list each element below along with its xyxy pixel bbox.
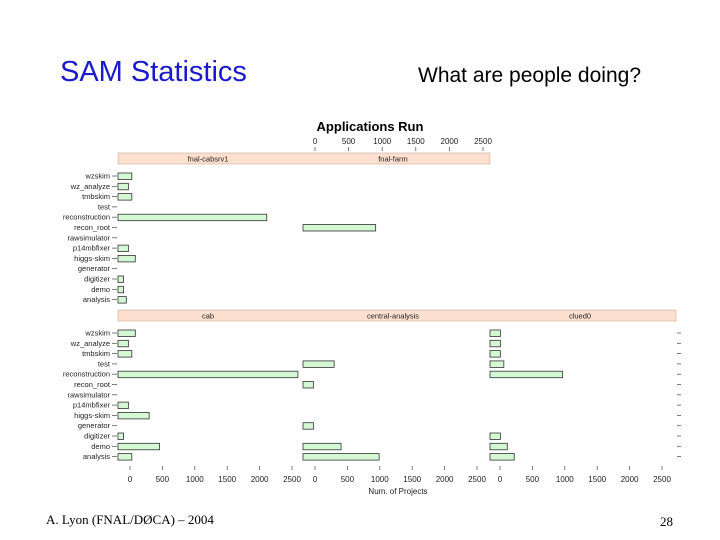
- category-label: analysis: [83, 295, 110, 304]
- x-tick-label: 0: [498, 475, 503, 484]
- x-tick-label: 1000: [556, 475, 574, 484]
- x-tick-label: 0: [128, 475, 133, 484]
- bar: [302, 360, 335, 368]
- chart-x-axis-label: Num. of Projects: [368, 487, 427, 496]
- x-tick-label: 1500: [403, 475, 421, 484]
- bar: [489, 339, 501, 348]
- category-label: digitizer: [84, 432, 110, 441]
- category-label: demo: [91, 285, 110, 294]
- x-tick-label: 1500: [218, 475, 236, 484]
- x-tick-label: 0: [313, 475, 318, 484]
- bar: [489, 360, 505, 368]
- x-tick-label: 500: [342, 137, 356, 146]
- chart-title: Applications Run: [317, 119, 424, 134]
- category-label: wzskim: [84, 329, 110, 338]
- x-tick-label: 2500: [653, 475, 671, 484]
- x-tick-label: 0: [313, 137, 318, 146]
- bar: [489, 442, 508, 451]
- category-label: generator: [78, 421, 111, 430]
- x-tick-label: 2000: [436, 475, 454, 484]
- category-label: rawsimulator: [67, 390, 110, 399]
- category-label: recon_root: [74, 380, 111, 389]
- bar: [117, 350, 133, 358]
- x-tick-label: 2000: [251, 475, 269, 484]
- bar: [117, 285, 124, 294]
- bar: [117, 442, 160, 451]
- x-tick-label: 1000: [371, 475, 389, 484]
- x-tick-label: 1000: [373, 137, 391, 146]
- category-label: test: [98, 359, 111, 368]
- panel-strip: [117, 309, 677, 322]
- bar: [117, 244, 129, 253]
- x-tick-label: 2500: [283, 475, 301, 484]
- bar: [117, 193, 133, 201]
- category-label: test: [98, 202, 111, 211]
- bar: [489, 329, 501, 337]
- category-label: tmbskim: [82, 192, 110, 201]
- category-label: p14mbfixer: [73, 244, 111, 253]
- bar: [117, 213, 268, 222]
- panel-strip: [117, 152, 491, 165]
- panel-label: fnal-farm: [378, 155, 408, 164]
- panel-label: fnal-cabsrv1: [188, 155, 229, 164]
- x-tick-label: 2500: [474, 137, 492, 146]
- x-tick-label: 1000: [186, 475, 204, 484]
- slide-subtitle: What are people doing?: [418, 64, 641, 87]
- panel-label: central-analysis: [367, 312, 419, 321]
- bar: [489, 432, 501, 440]
- category-label: wzskim: [84, 172, 110, 181]
- category-label: analysis: [83, 452, 110, 461]
- bar: [117, 411, 150, 420]
- bar: [117, 432, 124, 440]
- category-label: wz_analyze: [70, 339, 110, 348]
- bar: [117, 401, 129, 410]
- category-label: digitizer: [84, 275, 110, 284]
- x-tick-label: 1500: [407, 137, 425, 146]
- category-label: tmbskim: [82, 349, 110, 358]
- category-label: p14mbfixer: [73, 401, 111, 410]
- bar: [302, 422, 314, 430]
- x-tick-label: 1500: [588, 475, 606, 484]
- bar: [302, 453, 380, 461]
- bar: [489, 370, 564, 379]
- bar: [117, 339, 129, 348]
- category-label: rawsimulator: [67, 233, 110, 242]
- bar: [117, 370, 299, 379]
- x-tick-label: 2500: [468, 475, 486, 484]
- x-tick-label: 500: [156, 475, 170, 484]
- slide-title: SAM Statistics: [60, 56, 247, 88]
- x-tick-label: 500: [526, 475, 540, 484]
- bar: [117, 172, 133, 180]
- x-tick-label: 2000: [621, 475, 639, 484]
- bar: [117, 275, 124, 283]
- category-label: generator: [78, 264, 111, 273]
- bar: [302, 381, 314, 389]
- category-label: demo: [91, 442, 110, 451]
- bar: [302, 442, 342, 451]
- bar: [117, 182, 129, 191]
- bar: [302, 224, 377, 232]
- category-label: wz_analyze: [70, 182, 110, 191]
- x-tick-label: 500: [341, 475, 355, 484]
- x-tick-label: 2000: [441, 137, 459, 146]
- page-number: 28: [660, 514, 673, 529]
- panel-label: cab: [202, 312, 214, 321]
- bar: [489, 453, 515, 461]
- bar: [117, 254, 136, 263]
- category-label: reconstruction: [63, 213, 110, 222]
- footer-credit: A. Lyon (FNAL/DØCA) – 2004: [46, 512, 214, 527]
- bar: [117, 453, 133, 461]
- category-label: higgs-skim: [74, 254, 110, 263]
- bar: [489, 350, 501, 358]
- category-label: recon_root: [74, 223, 111, 232]
- bar: [117, 296, 127, 304]
- category-label: reconstruction: [63, 370, 110, 379]
- panel-label: clued0: [569, 312, 591, 321]
- category-label: higgs-skim: [74, 411, 110, 420]
- bar: [117, 329, 136, 337]
